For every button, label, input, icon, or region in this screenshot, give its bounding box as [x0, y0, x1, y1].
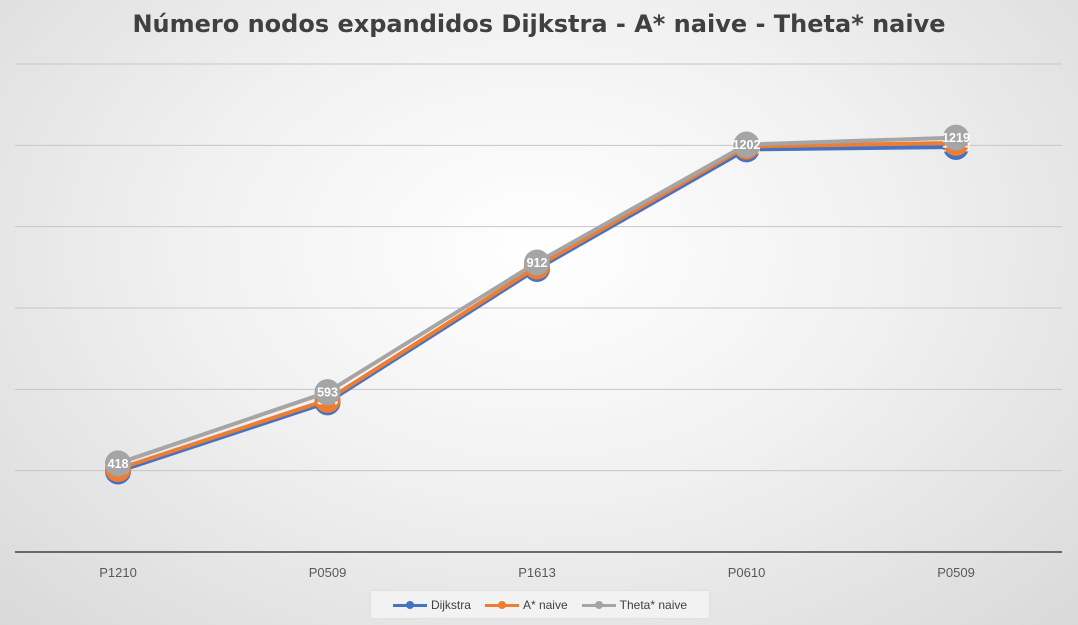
data-label: 1219 — [942, 131, 970, 145]
x-tick-label: P1613 — [518, 565, 556, 580]
legend-label: Dijkstra — [430, 597, 471, 612]
x-tick-label: P0610 — [728, 565, 766, 580]
legend-swatch-theta-star — [581, 599, 616, 611]
series-3: 418 593 912 1202 1219 — [105, 124, 970, 477]
series-layer: 3985688961190119640457490211971206418593… — [105, 124, 970, 485]
data-label: 912 — [527, 256, 548, 270]
gridlines — [15, 63, 1062, 472]
x-tick-label: P0509 — [937, 565, 975, 580]
data-point — [314, 379, 341, 406]
legend-label: Theta* naive — [619, 597, 688, 612]
chart-title: Número nodos expandidos Dijkstra - A* na… — [132, 10, 946, 38]
data-point — [524, 249, 550, 276]
legend-swatch-dijkstra — [392, 599, 427, 611]
data-point — [733, 131, 760, 158]
x-tick-label: P1210 — [99, 565, 137, 580]
legend-item-dijkstra[interactable]: Dijkstra — [392, 597, 471, 612]
series-line — [116, 144, 958, 474]
data-label: 418 — [108, 457, 129, 471]
data-point — [105, 450, 131, 477]
series-2: 40457490211971206 — [105, 129, 970, 483]
legend-marker — [594, 600, 603, 609]
legend-item-theta-star[interactable]: Theta* naive — [581, 597, 688, 612]
legend: Dijkstra A* naive Theta* naive — [370, 590, 710, 619]
data-label: 1202 — [733, 138, 761, 152]
legend-marker — [497, 600, 506, 609]
legend-item-a-star[interactable]: A* naive — [484, 597, 568, 612]
data-label: 593 — [317, 386, 338, 400]
legend-label: A* naive — [522, 597, 568, 612]
data-point — [943, 124, 969, 151]
legend-marker — [405, 600, 414, 609]
legend-swatch-a-star — [484, 599, 519, 611]
x-tick-label: P0509 — [309, 565, 347, 580]
x-axis: P1210 P0509 P1613 P0610 P0509 — [15, 551, 1062, 580]
series-line — [116, 135, 958, 466]
